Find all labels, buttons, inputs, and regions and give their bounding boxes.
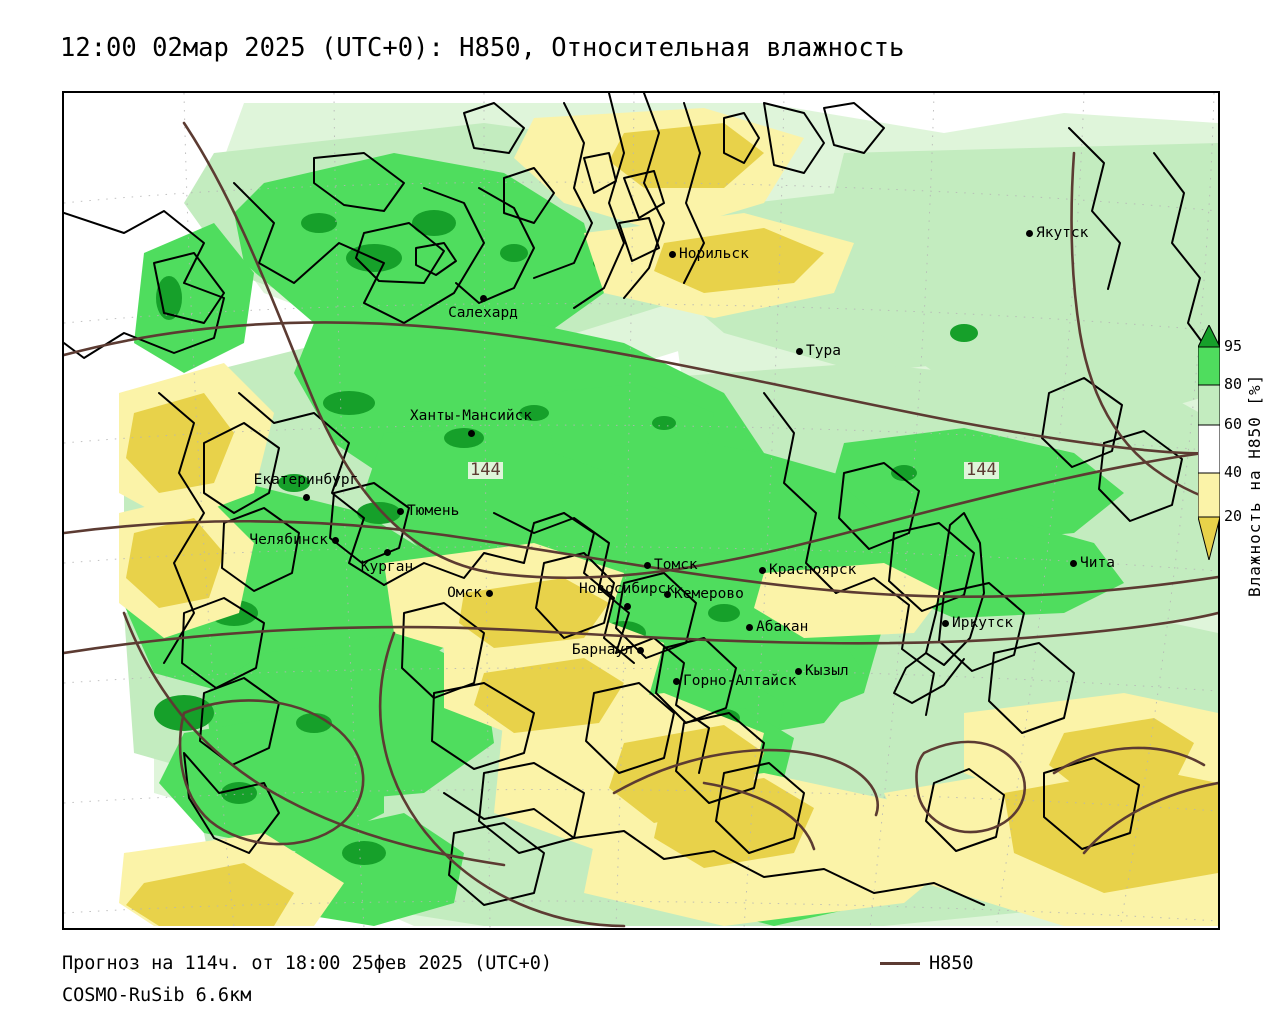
legend-line-swatch <box>880 962 920 965</box>
coastline-outlines <box>64 93 1215 906</box>
map-frame[interactable]: 144 144 Якутск Норильск Салехард Тура Ха… <box>62 91 1220 930</box>
city-dot <box>941 619 949 627</box>
city-label: Якутск <box>1036 225 1089 241</box>
city-dot <box>331 536 339 544</box>
colorbar: 95 80 60 40 20 <box>1198 325 1242 560</box>
graticule <box>64 93 1218 928</box>
city-label: Иркутск <box>952 615 1014 631</box>
colorbar-tick-80: 80 <box>1224 375 1243 393</box>
city-label: Кызыл <box>805 663 849 679</box>
colorbar-tick-60: 60 <box>1224 415 1243 433</box>
city-label: Горно-Алтайск <box>683 673 797 689</box>
colorbar-gradient <box>1198 325 1220 560</box>
city-dot <box>643 561 651 569</box>
colorbar-tick-40: 40 <box>1224 463 1243 481</box>
city-dot <box>485 589 493 597</box>
city-label: Красноярск <box>769 562 857 578</box>
city-label: Норильск <box>679 246 749 262</box>
legend-h850: H850 <box>880 953 974 974</box>
city-dot <box>1069 559 1077 567</box>
city-label: Ханты-Мансийск <box>409 408 533 424</box>
city-label: Чита <box>1080 555 1115 571</box>
city-label: Тура <box>806 343 841 359</box>
city-dot <box>795 347 803 355</box>
city-dot <box>636 646 644 654</box>
city-label: Кемерово <box>674 586 744 602</box>
contour-label-144-west: 144 <box>468 460 503 480</box>
model-name-line: COSMO-RuSib 6.6км <box>62 985 252 1006</box>
city-dot <box>467 429 475 437</box>
contour-label-144-east: 144 <box>964 460 999 480</box>
city-dot <box>479 294 487 302</box>
legend-label: H850 <box>929 953 974 974</box>
colorbar-axis-title: Влажность на H850 [%] <box>1245 373 1264 597</box>
city-label: Томск <box>654 557 698 573</box>
city-dot <box>668 250 676 258</box>
city-dot <box>302 493 310 501</box>
colorbar-tick-20: 20 <box>1224 507 1243 525</box>
city-dot <box>794 667 802 675</box>
city-label: Абакан <box>756 619 809 635</box>
city-dot <box>383 548 391 556</box>
forecast-info-line: Прогноз на 114ч. от 18:00 25фев 2025 (UT… <box>62 953 553 974</box>
city-dot <box>758 566 766 574</box>
page-title: 12:00 02мар 2025 (UTC+0): H850, Относите… <box>60 33 905 63</box>
city-label: Омск <box>447 585 482 601</box>
city-dot <box>623 602 631 610</box>
city-label: Курган <box>360 559 414 575</box>
city-dot <box>396 507 404 515</box>
city-label: Новосибирск <box>578 581 676 597</box>
city-label: Салехард <box>448 305 518 321</box>
city-dot <box>672 677 680 685</box>
city-dot <box>1025 229 1033 237</box>
colorbar-tick-95: 95 <box>1224 337 1243 355</box>
city-label: Челябинск <box>249 532 328 548</box>
city-dot <box>745 623 753 631</box>
city-dot <box>663 590 671 598</box>
city-label: Тюмень <box>407 503 460 519</box>
city-label: Барнаул <box>571 642 633 658</box>
city-label: Екатеринбург <box>253 472 359 488</box>
map-humidity-field <box>64 93 1218 928</box>
